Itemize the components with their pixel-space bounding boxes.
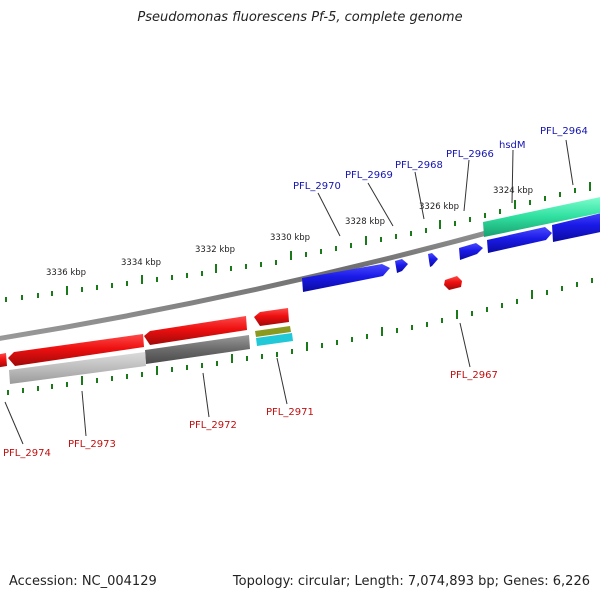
upper-tick-ring xyxy=(5,182,591,302)
label-leaders xyxy=(4,139,574,445)
topology-text: Topology: circular; Length: 7,074,893 bp… xyxy=(232,574,590,589)
gene-arrow-pfl-2968[interactable] xyxy=(428,253,438,267)
gene-label-pfl-2972[interactable]: PFL_2972 xyxy=(189,420,237,431)
gene-arrow-pfl-2966[interactable] xyxy=(459,243,483,260)
forward-gene-labels: PFL_2964 hsdM PFL_2966 PFL_2968 PFL_2969… xyxy=(293,126,588,192)
gene-label-pfl-2964[interactable]: PFL_2964 xyxy=(540,126,588,137)
reverse-strand-features xyxy=(0,276,462,384)
gene-label-pfl-2971[interactable]: PFL_2971 xyxy=(266,407,314,418)
page-title: Pseudomonas fluorescens Pf-5, complete g… xyxy=(137,10,463,25)
gene-label-pfl-2966[interactable]: PFL_2966 xyxy=(446,149,494,160)
gene-arrow-pfl-2973[interactable] xyxy=(8,334,144,366)
gene-arrow-pfl-2974[interactable] xyxy=(0,353,7,368)
scale-label: 3326 kbp xyxy=(419,202,459,212)
reverse-gene-labels: PFL_2967 PFL_2971 PFL_2972 PFL_2973 PFL_… xyxy=(3,370,498,459)
accession-text: Accession: NC_004129 xyxy=(9,574,157,589)
forward-strand-features xyxy=(302,196,600,292)
gene-arrow-hsdm[interactable] xyxy=(487,227,552,253)
gene-label-pfl-2969[interactable]: PFL_2969 xyxy=(345,170,393,181)
scale-label: 3334 kbp xyxy=(121,258,161,268)
gene-label-pfl-2968[interactable]: PFL_2968 xyxy=(395,160,443,171)
scale-label: 3332 kbp xyxy=(195,245,235,255)
scale-labels: 3324 kbp 3326 kbp 3328 kbp 3330 kbp 3332… xyxy=(46,186,533,278)
gene-label-hsdm[interactable]: hsdM xyxy=(499,140,526,151)
rna-feature-hsdm-region[interactable] xyxy=(483,196,600,237)
gene-arrow-pfl-2969[interactable] xyxy=(395,259,408,273)
scale-label: 3330 kbp xyxy=(270,233,310,243)
gene-label-pfl-2974[interactable]: PFL_2974 xyxy=(3,448,51,459)
rna-feature-cyan[interactable] xyxy=(256,333,293,346)
gene-arrow-pfl-2967[interactable] xyxy=(444,276,462,290)
gene-arrow-pfl-2971[interactable] xyxy=(254,308,289,326)
feature-bar-gray[interactable] xyxy=(145,335,250,364)
gene-label-pfl-2967[interactable]: PFL_2967 xyxy=(450,370,498,381)
rna-feature-olive[interactable] xyxy=(255,326,291,337)
gene-arrow-pfl-2964[interactable] xyxy=(552,211,600,242)
gene-arrow-pfl-2972[interactable] xyxy=(144,316,247,345)
scale-label: 3324 kbp xyxy=(493,186,533,196)
scale-label: 3328 kbp xyxy=(345,217,385,227)
gene-label-pfl-2973[interactable]: PFL_2973 xyxy=(68,439,116,450)
gene-label-pfl-2970[interactable]: PFL_2970 xyxy=(293,181,341,192)
gene-arrow-pfl-2970[interactable] xyxy=(302,264,390,292)
feature-bar-lightgray[interactable] xyxy=(9,352,146,384)
scale-label: 3336 kbp xyxy=(46,268,86,278)
lower-tick-ring xyxy=(7,278,593,395)
